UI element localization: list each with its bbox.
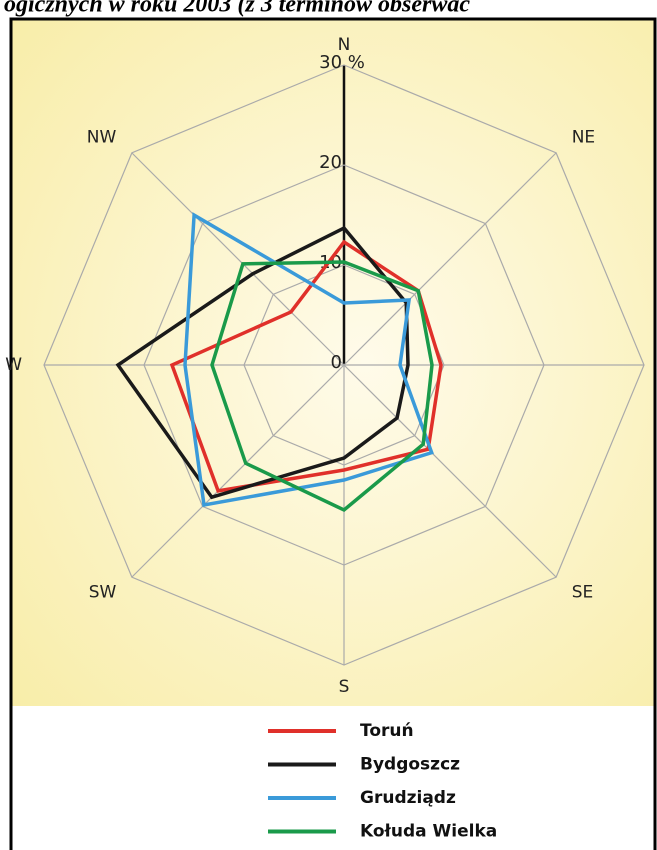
plot-background bbox=[11, 19, 655, 706]
series-line bbox=[210, 260, 434, 513]
spoke bbox=[343, 152, 557, 366]
direction-label: SW bbox=[89, 583, 117, 603]
series-line bbox=[169, 239, 443, 493]
series-line bbox=[183, 212, 434, 508]
direction-label: S bbox=[339, 677, 350, 697]
r-tick-label: 20 bbox=[319, 152, 342, 173]
legend-label: Toruń bbox=[360, 721, 414, 741]
legend-label: Bydgoszcz bbox=[360, 755, 460, 775]
r-tick-label: 30 % bbox=[319, 52, 365, 73]
chart-title: ogicznych w roku 2003 (z 3 terminów obse… bbox=[4, 0, 470, 18]
spoke bbox=[131, 364, 345, 578]
direction-label: SE bbox=[572, 583, 594, 603]
spoke bbox=[343, 364, 557, 578]
legend-label: Grudziądz bbox=[360, 788, 456, 808]
r-tick-label: 0 bbox=[331, 352, 342, 373]
direction-label: NE bbox=[572, 127, 595, 147]
direction-label: W bbox=[5, 355, 22, 375]
frame bbox=[9, 17, 657, 850]
spoke bbox=[131, 152, 345, 366]
grid-ring bbox=[143, 164, 545, 566]
legend-label: Kołuda Wielka bbox=[360, 822, 497, 842]
grid-ring bbox=[43, 64, 645, 666]
direction-label: N bbox=[338, 35, 351, 55]
direction-label: NW bbox=[87, 127, 117, 147]
